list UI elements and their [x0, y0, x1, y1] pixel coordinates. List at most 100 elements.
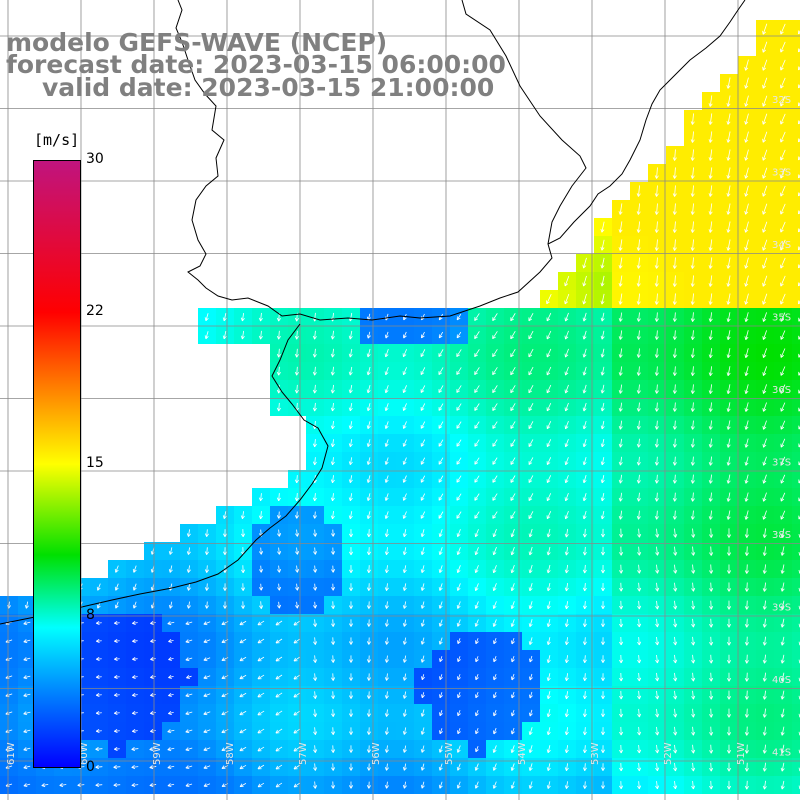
wind-arrow	[780, 257, 786, 269]
longitude-label: 54W	[517, 742, 528, 765]
wind-arrow	[744, 167, 749, 179]
latitude-label: 39S	[772, 603, 791, 614]
wind-arrow	[744, 221, 749, 233]
wind-arrow	[726, 77, 731, 89]
wind-cell	[792, 398, 800, 416]
wind-arrow	[780, 203, 786, 215]
wind-cell	[792, 92, 800, 110]
wind-arrow	[654, 275, 659, 287]
wind-arrow	[780, 95, 786, 107]
wind-arrow	[762, 149, 768, 161]
wind-cell	[792, 632, 800, 650]
wind-arrow	[744, 257, 749, 269]
longitude-label: 51W	[736, 742, 747, 765]
wind-cell	[792, 110, 800, 128]
wind-arrow	[708, 257, 713, 269]
wind-arrow	[726, 203, 731, 215]
wind-cell	[792, 452, 800, 470]
latitude-label: 34S	[772, 240, 791, 251]
longitude-label: 58W	[225, 742, 236, 765]
wind-cell	[792, 506, 800, 524]
wind-arrow	[600, 239, 605, 251]
longitude-label: 56W	[371, 742, 382, 765]
wind-cell	[792, 254, 800, 272]
wind-arrow	[744, 59, 749, 71]
wind-arrow	[690, 239, 695, 251]
wind-arrow	[222, 313, 227, 322]
wind-arrow	[780, 77, 786, 89]
wind-cell	[792, 740, 800, 758]
wind-arrow	[762, 275, 768, 287]
wind-arrow	[744, 113, 749, 125]
wind-cell	[792, 380, 800, 398]
wind-cell	[792, 200, 800, 218]
wind-speed-cells	[0, 20, 800, 794]
wind-arrow	[636, 293, 641, 305]
wind-arrow	[762, 293, 768, 305]
wind-arrow	[618, 275, 623, 287]
wind-cell	[792, 182, 800, 200]
wind-arrow	[636, 185, 641, 197]
wind-arrow	[600, 293, 605, 305]
wind-arrow	[780, 275, 786, 287]
wind-arrow	[762, 185, 768, 197]
longitude-label: 52W	[663, 742, 674, 765]
wind-arrow	[690, 293, 695, 305]
wind-arrow	[690, 221, 695, 233]
wind-arrow	[582, 257, 587, 269]
wind-arrow	[654, 293, 659, 305]
wind-cell	[792, 362, 800, 380]
wind-arrow	[618, 239, 623, 251]
wind-arrow	[780, 41, 786, 53]
wind-arrow	[600, 275, 605, 287]
wind-arrow	[690, 131, 695, 143]
wind-arrow	[690, 203, 695, 215]
latitude-label: 32S	[772, 95, 791, 106]
wind-cell	[792, 344, 800, 362]
wind-arrow	[582, 293, 587, 305]
colorbar-tick-0: 0	[86, 759, 95, 775]
wind-arrow	[762, 131, 768, 143]
wind-cell	[792, 704, 800, 722]
colorbar-tick-8: 8	[86, 607, 95, 623]
wind-arrow	[672, 185, 677, 197]
wind-arrow	[708, 185, 713, 197]
wind-arrow	[726, 95, 731, 107]
wind-arrow	[744, 95, 749, 107]
wind-arrow	[546, 293, 552, 305]
wind-arrow	[780, 113, 786, 125]
wind-arrow	[654, 221, 659, 233]
wind-arrow	[780, 293, 786, 305]
wind-cell	[792, 668, 800, 686]
wind-arrow	[690, 113, 695, 125]
latitude-label: 41S	[772, 748, 791, 759]
wind-cell	[792, 614, 800, 632]
wind-arrow	[690, 257, 695, 269]
wind-arrow	[726, 167, 731, 179]
wind-cell	[792, 308, 800, 326]
wind-arrow	[708, 131, 713, 143]
colorbar	[33, 160, 81, 768]
wind-arrow	[636, 203, 641, 215]
wind-arrow	[672, 275, 677, 287]
wind-arrow	[636, 275, 641, 287]
wind-arrow	[762, 257, 768, 269]
colorbar-unit: [m/s]	[34, 131, 80, 149]
wind-arrow	[672, 221, 677, 233]
wind-arrow	[762, 77, 768, 89]
wind-cell	[792, 650, 800, 668]
wind-arrow	[744, 77, 749, 89]
longitude-label: 55W	[444, 742, 455, 765]
wind-arrow	[780, 149, 786, 161]
longitude-label: 53W	[590, 742, 601, 765]
wind-arrow	[672, 239, 677, 251]
wind-arrow	[708, 239, 713, 251]
wind-cell	[792, 758, 800, 776]
wind-arrow	[618, 203, 623, 215]
colorbar-tick-30: 30	[86, 151, 104, 167]
wind-arrow	[780, 131, 786, 143]
wind-arrow	[762, 167, 768, 179]
wind-arrow	[744, 239, 749, 251]
wind-cell	[792, 470, 800, 488]
